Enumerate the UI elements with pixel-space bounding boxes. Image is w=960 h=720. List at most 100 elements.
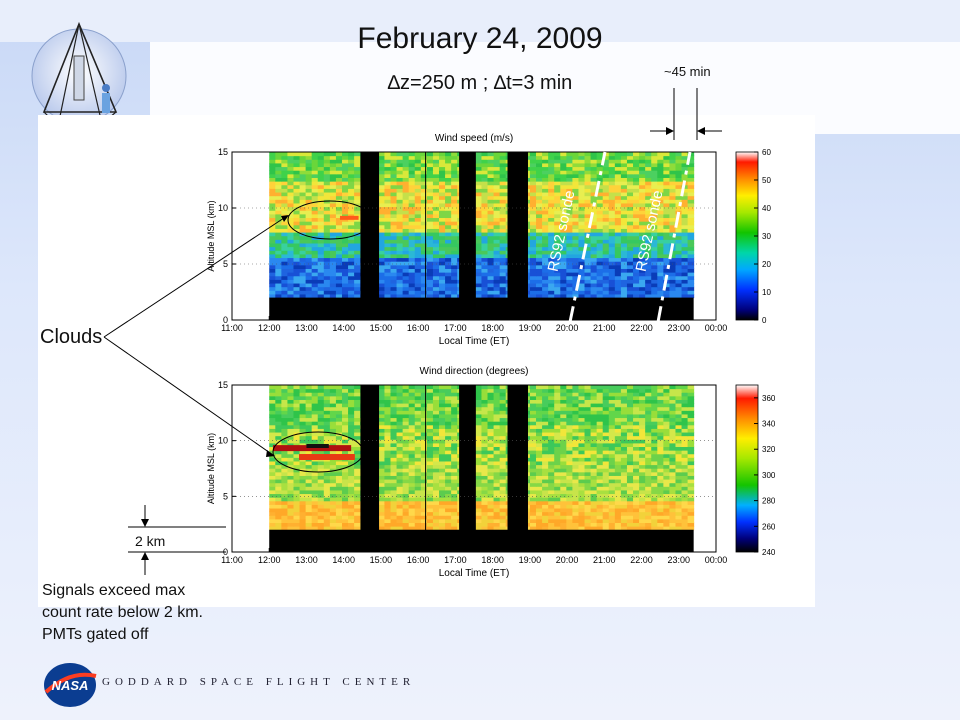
heatmap-cell bbox=[633, 432, 640, 437]
heatmap-cell bbox=[493, 188, 501, 193]
heatmap-cell bbox=[542, 290, 549, 295]
heatmap-cell bbox=[493, 511, 501, 516]
heatmap-cell bbox=[305, 432, 313, 437]
heatmap-cell bbox=[675, 195, 683, 200]
heatmap-cell bbox=[572, 184, 579, 189]
heatmap-cell bbox=[281, 286, 288, 291]
heatmap-cell bbox=[639, 489, 646, 495]
heatmap-cell bbox=[602, 471, 610, 476]
heatmap-cell bbox=[432, 173, 440, 178]
heatmap-cell bbox=[614, 257, 622, 262]
heatmap-cell bbox=[529, 468, 537, 473]
heatmap-cell bbox=[590, 199, 598, 204]
heatmap-cell bbox=[275, 424, 282, 429]
heatmap-cell bbox=[560, 439, 567, 444]
heatmap-cell bbox=[614, 162, 622, 168]
heatmap-cell bbox=[305, 475, 313, 480]
heatmap-cell bbox=[493, 489, 501, 495]
heatmap-cell bbox=[633, 272, 640, 277]
heatmap-cell bbox=[287, 152, 294, 157]
heatmap-cell bbox=[493, 515, 501, 520]
heatmap-cell bbox=[608, 286, 616, 291]
heatmap-cell bbox=[269, 439, 276, 444]
heatmap-cell bbox=[317, 213, 325, 219]
heatmap-cell bbox=[590, 482, 598, 487]
heatmap-cell bbox=[281, 290, 288, 295]
heatmap-cell bbox=[414, 283, 422, 288]
heatmap-cell bbox=[323, 522, 331, 527]
heatmap-cell bbox=[384, 522, 391, 527]
heatmap-cell bbox=[341, 159, 349, 164]
heatmap-cell bbox=[384, 155, 391, 160]
heatmap-cell bbox=[341, 526, 349, 531]
heatmap-cell bbox=[402, 162, 410, 168]
heatmap-cell bbox=[578, 155, 586, 160]
heatmap-cell bbox=[378, 464, 385, 469]
heatmap-cell bbox=[439, 152, 446, 157]
heatmap-cell bbox=[323, 195, 331, 200]
heatmap-cell bbox=[608, 213, 616, 219]
heatmap-cell bbox=[608, 428, 616, 433]
heatmap-cell bbox=[590, 195, 598, 200]
heatmap-cell bbox=[584, 283, 592, 288]
heatmap-cell bbox=[633, 421, 640, 426]
heatmap-cell bbox=[402, 417, 410, 422]
heatmap-cell bbox=[663, 464, 670, 469]
heatmap-cell bbox=[414, 177, 422, 182]
heatmap-cell bbox=[275, 195, 282, 200]
heatmap-cell bbox=[645, 228, 652, 233]
heatmap-cell bbox=[663, 424, 670, 429]
heatmap-cell bbox=[335, 283, 343, 288]
heatmap-cell bbox=[414, 515, 422, 520]
heatmap-cell bbox=[475, 232, 482, 237]
heatmap-cell bbox=[384, 224, 391, 229]
heatmap-cell bbox=[432, 224, 440, 229]
heatmap-cell bbox=[499, 442, 507, 448]
heatmap-cell bbox=[420, 170, 428, 175]
heatmap-cell bbox=[620, 500, 628, 505]
heatmap-cell bbox=[384, 275, 391, 280]
heatmap-cell bbox=[572, 504, 579, 509]
heatmap-cell bbox=[293, 442, 301, 448]
heatmap-cell bbox=[439, 199, 446, 204]
heatmap-cell bbox=[669, 475, 676, 480]
heatmap-cell bbox=[499, 482, 507, 487]
heatmap-cell bbox=[299, 152, 307, 157]
heatmap-cell bbox=[323, 493, 331, 498]
heatmap-cell bbox=[657, 286, 664, 291]
heatmap-cell bbox=[281, 515, 288, 520]
heatmap-cell bbox=[451, 170, 458, 175]
heatmap-cell bbox=[657, 243, 664, 248]
heatmap-cell bbox=[487, 177, 495, 182]
heatmap-cell bbox=[645, 173, 652, 178]
heatmap-cell bbox=[390, 508, 398, 513]
heatmap-cell bbox=[548, 192, 555, 197]
heatmap-cell bbox=[493, 243, 501, 248]
heatmap-cell bbox=[481, 290, 489, 295]
heatmap-cell bbox=[281, 489, 288, 495]
heatmap-cell bbox=[475, 475, 482, 480]
heatmap-cell bbox=[651, 253, 658, 259]
heatmap-cell bbox=[529, 250, 537, 255]
heatmap-cell bbox=[402, 457, 410, 462]
heatmap-cell bbox=[651, 243, 658, 248]
heatmap-cell bbox=[608, 522, 616, 527]
heatmap-cell bbox=[281, 166, 288, 171]
heatmap-cell bbox=[420, 435, 428, 440]
heatmap-cell bbox=[305, 224, 313, 229]
heatmap-cell bbox=[626, 159, 634, 164]
heatmap-cell bbox=[548, 439, 555, 444]
heatmap-cell bbox=[645, 224, 652, 229]
heatmap-cell bbox=[499, 428, 507, 433]
heatmap-cell bbox=[426, 224, 434, 229]
heatmap-cell bbox=[548, 283, 555, 288]
heatmap-cell bbox=[614, 453, 622, 458]
heatmap-cell bbox=[311, 417, 319, 422]
heatmap-cell bbox=[614, 442, 622, 448]
heatmap-cell bbox=[572, 468, 579, 473]
heatmap-cell bbox=[420, 279, 428, 284]
heatmap-cell bbox=[354, 489, 361, 495]
heatmap-cell bbox=[560, 497, 567, 502]
heatmap-cell bbox=[451, 522, 458, 527]
heatmap-cell bbox=[323, 264, 331, 269]
